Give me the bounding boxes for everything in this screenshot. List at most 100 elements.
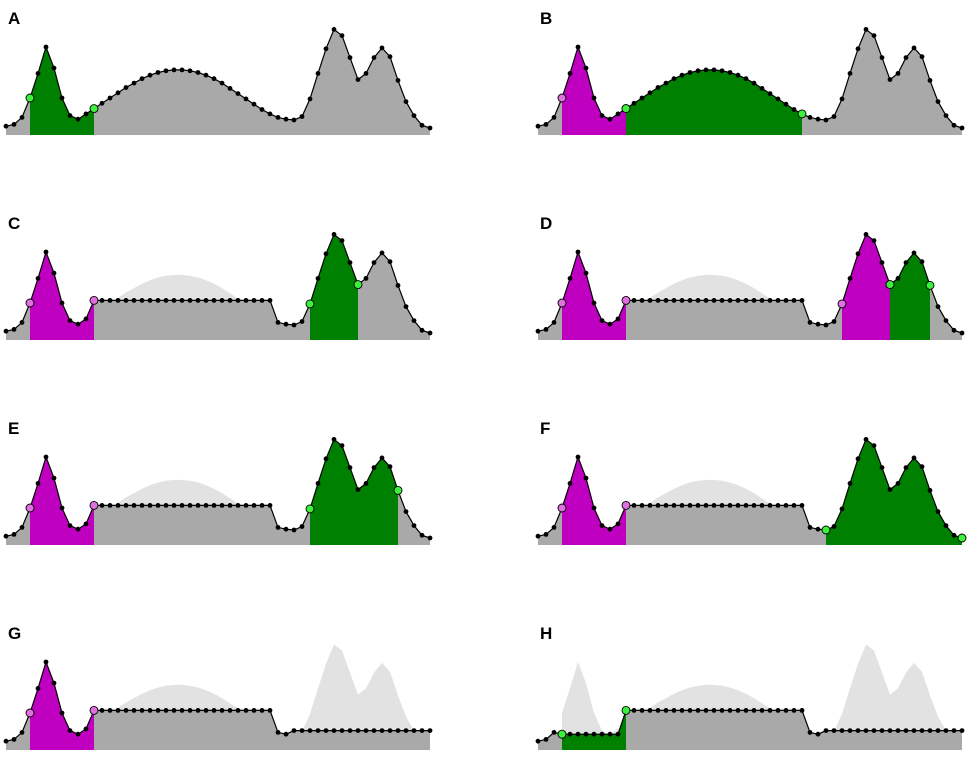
panel-a-sample-point bbox=[11, 122, 17, 127]
panel-g-sample-point bbox=[155, 708, 161, 713]
panel-d-sample-point bbox=[711, 298, 717, 303]
panel-f-sample-point bbox=[895, 481, 901, 486]
panel-c-sample-point bbox=[227, 298, 233, 303]
panel-g-sample-point bbox=[395, 728, 401, 733]
panel-a-plot bbox=[3, 27, 433, 135]
panel-h-sample-point bbox=[679, 708, 685, 713]
panel-d-magenta-boundary-marker bbox=[621, 295, 631, 305]
panel-a-sample-point bbox=[411, 113, 417, 118]
panel-g-sample-point bbox=[123, 708, 129, 713]
panel-a-sample-point bbox=[155, 70, 161, 75]
panel-a: A bbox=[3, 9, 433, 135]
panel-b-sample-point bbox=[775, 96, 781, 102]
panel-f-sample-point bbox=[783, 503, 789, 508]
panel-a-green-region bbox=[30, 47, 94, 135]
panel-a-sample-point bbox=[43, 44, 49, 50]
panel-g-sample-point bbox=[347, 728, 353, 733]
panel-g-sample-point bbox=[323, 728, 329, 733]
panel-f-sample-point bbox=[599, 523, 605, 528]
panel-c-sample-point bbox=[315, 276, 321, 281]
panel-a-sample-point bbox=[203, 72, 209, 78]
panel-d-sample-point bbox=[615, 316, 621, 322]
panel-d-sample-point bbox=[663, 298, 669, 303]
panel-h-ghost-region bbox=[562, 662, 626, 750]
panel-b-sample-point bbox=[631, 100, 637, 106]
panel-a-sample-point bbox=[323, 46, 329, 52]
panel-h-sample-point bbox=[631, 708, 637, 713]
panel-f-sample-point bbox=[551, 525, 557, 530]
panel-b-sample-point bbox=[599, 113, 605, 118]
panel-c-sample-point bbox=[251, 298, 257, 303]
panel-a-sample-point bbox=[99, 100, 105, 106]
panel-e-sample-point bbox=[163, 503, 169, 508]
panel-f-label: F bbox=[540, 419, 550, 438]
panel-h-green-region bbox=[562, 710, 626, 750]
panel-d-sample-point bbox=[551, 320, 557, 325]
panel-h-sample-point bbox=[959, 728, 965, 733]
panel-h-sample-point bbox=[543, 737, 549, 742]
panel-d-sample-point bbox=[943, 318, 949, 323]
panel-b-sample-point bbox=[847, 71, 853, 76]
panel-c-sample-point bbox=[171, 298, 177, 303]
panel-c-green-boundary-marker bbox=[353, 280, 363, 290]
panel-a-sample-point bbox=[139, 76, 145, 82]
panel-e-sample-point bbox=[3, 533, 9, 539]
panel-d-sample-point bbox=[567, 276, 573, 281]
panel-a-sample-point bbox=[275, 115, 281, 120]
panel-f-sample-point bbox=[671, 503, 677, 508]
panel-d-sample-point bbox=[783, 298, 789, 303]
panel-b-sample-point bbox=[727, 70, 733, 75]
panel-g-ghost-region bbox=[294, 644, 430, 750]
panel-f-sample-point bbox=[735, 503, 741, 508]
panel-g: G bbox=[3, 624, 433, 750]
panel-f-sample-point bbox=[847, 481, 853, 486]
panel-c-sample-point bbox=[147, 298, 153, 303]
panel-b-sample-point bbox=[647, 90, 653, 96]
panel-d-sample-point bbox=[807, 320, 813, 325]
panel-b-sample-point bbox=[543, 122, 549, 127]
panel-f-sample-point bbox=[743, 503, 749, 508]
panel-g-sample-point bbox=[19, 730, 25, 735]
panel-f-sample-point bbox=[791, 503, 797, 508]
panel-b-sample-point bbox=[895, 71, 901, 76]
panel-f-magenta-region bbox=[562, 457, 626, 545]
panel-d-magenta-boundary-marker bbox=[837, 299, 847, 309]
panel-g-sample-point bbox=[283, 731, 289, 737]
panel-b-sample-point bbox=[655, 85, 661, 90]
panel-c-sample-point bbox=[403, 304, 409, 309]
panel-f-sample-point bbox=[711, 503, 717, 508]
panel-g-sample-point bbox=[411, 728, 417, 733]
panel-f-sample-point bbox=[855, 456, 861, 462]
panel-f-sample-point bbox=[767, 503, 773, 508]
panel-h-sample-point bbox=[695, 708, 701, 713]
panel-c-sample-point bbox=[299, 319, 305, 324]
panel-e-green-boundary-marker bbox=[305, 504, 315, 514]
panel-b-sample-point bbox=[535, 123, 541, 129]
panel-h-sample-point bbox=[943, 728, 949, 733]
panel-e-magenta-boundary-marker bbox=[25, 503, 35, 513]
panel-b-magenta-region bbox=[562, 47, 626, 135]
panel-b-sample-point bbox=[751, 80, 757, 86]
panel-d-sample-point bbox=[847, 276, 853, 281]
panel-f-sample-point bbox=[719, 503, 725, 508]
panel-h-sample-point bbox=[567, 731, 573, 737]
panel-f-sample-point bbox=[879, 465, 885, 470]
panel-h-sample-point bbox=[711, 708, 717, 713]
panel-h-sample-point bbox=[951, 728, 957, 733]
panel-c-sample-point bbox=[331, 232, 337, 237]
panel-c-sample-point bbox=[419, 327, 425, 333]
panel-g-plot bbox=[3, 644, 433, 750]
panel-b-sample-point bbox=[687, 70, 693, 75]
panel-g-sample-point bbox=[179, 708, 185, 713]
panel-f-sample-point bbox=[647, 503, 653, 508]
panel-e-sample-point bbox=[203, 503, 209, 508]
panel-g-magenta-boundary-marker bbox=[89, 705, 99, 715]
panel-e-sample-point bbox=[211, 503, 217, 508]
panel-e-sample-point bbox=[323, 456, 329, 462]
panel-f-sample-point bbox=[655, 503, 661, 508]
panel-e-sample-point bbox=[299, 524, 305, 529]
panel-a-sample-point bbox=[291, 117, 297, 123]
panel-b-sample-point bbox=[815, 116, 821, 122]
panel-c-sample-point bbox=[387, 259, 393, 265]
panel-d-sample-point bbox=[799, 298, 805, 303]
